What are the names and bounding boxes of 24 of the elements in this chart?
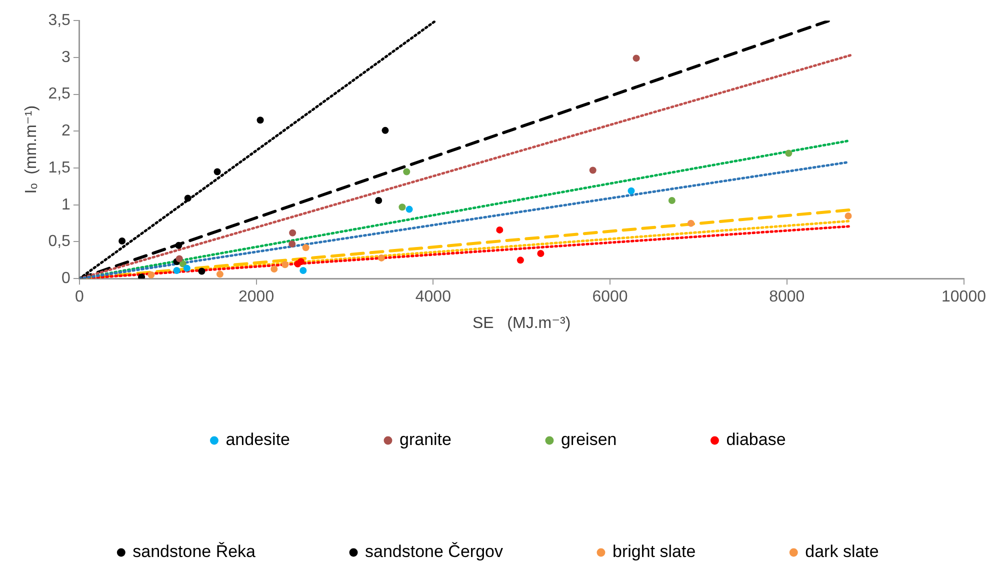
y-tick-label: 1,5 xyxy=(48,159,71,176)
x-tick-label: 2000 xyxy=(238,288,274,306)
x-tick-label: 10000 xyxy=(942,288,986,306)
legend-label: greisen xyxy=(560,430,617,450)
y-axis-title: Iₒ (mm.m⁻¹) xyxy=(23,105,40,194)
legend-label: sandstone Čergov xyxy=(365,542,504,562)
x-tick-label: 6000 xyxy=(592,288,628,306)
legend-label: granite xyxy=(399,430,452,450)
legend-label: diabase xyxy=(726,430,786,450)
y-tick-label: 0,5 xyxy=(48,233,71,250)
y-tick-label: 3 xyxy=(62,48,71,66)
x-tick-label: 0 xyxy=(74,288,84,306)
x-tick-label: 4000 xyxy=(415,288,452,306)
y-tick-label: 0 xyxy=(62,270,71,288)
legend-label: andesite xyxy=(226,430,290,450)
legend-label: bright slate xyxy=(612,542,696,562)
y-tick-label: 3,5 xyxy=(48,12,71,30)
x-tick-label: 8000 xyxy=(769,288,805,306)
y-tick-label: 2,5 xyxy=(48,86,71,103)
legend-label: sandstone Řeka xyxy=(132,542,256,562)
y-tick-label: 2 xyxy=(62,122,71,140)
x-axis-title: SE (MJ.m⁻³) xyxy=(472,314,571,332)
legend-label: dark slate xyxy=(805,542,879,562)
y-tick-label: 1 xyxy=(62,196,71,214)
